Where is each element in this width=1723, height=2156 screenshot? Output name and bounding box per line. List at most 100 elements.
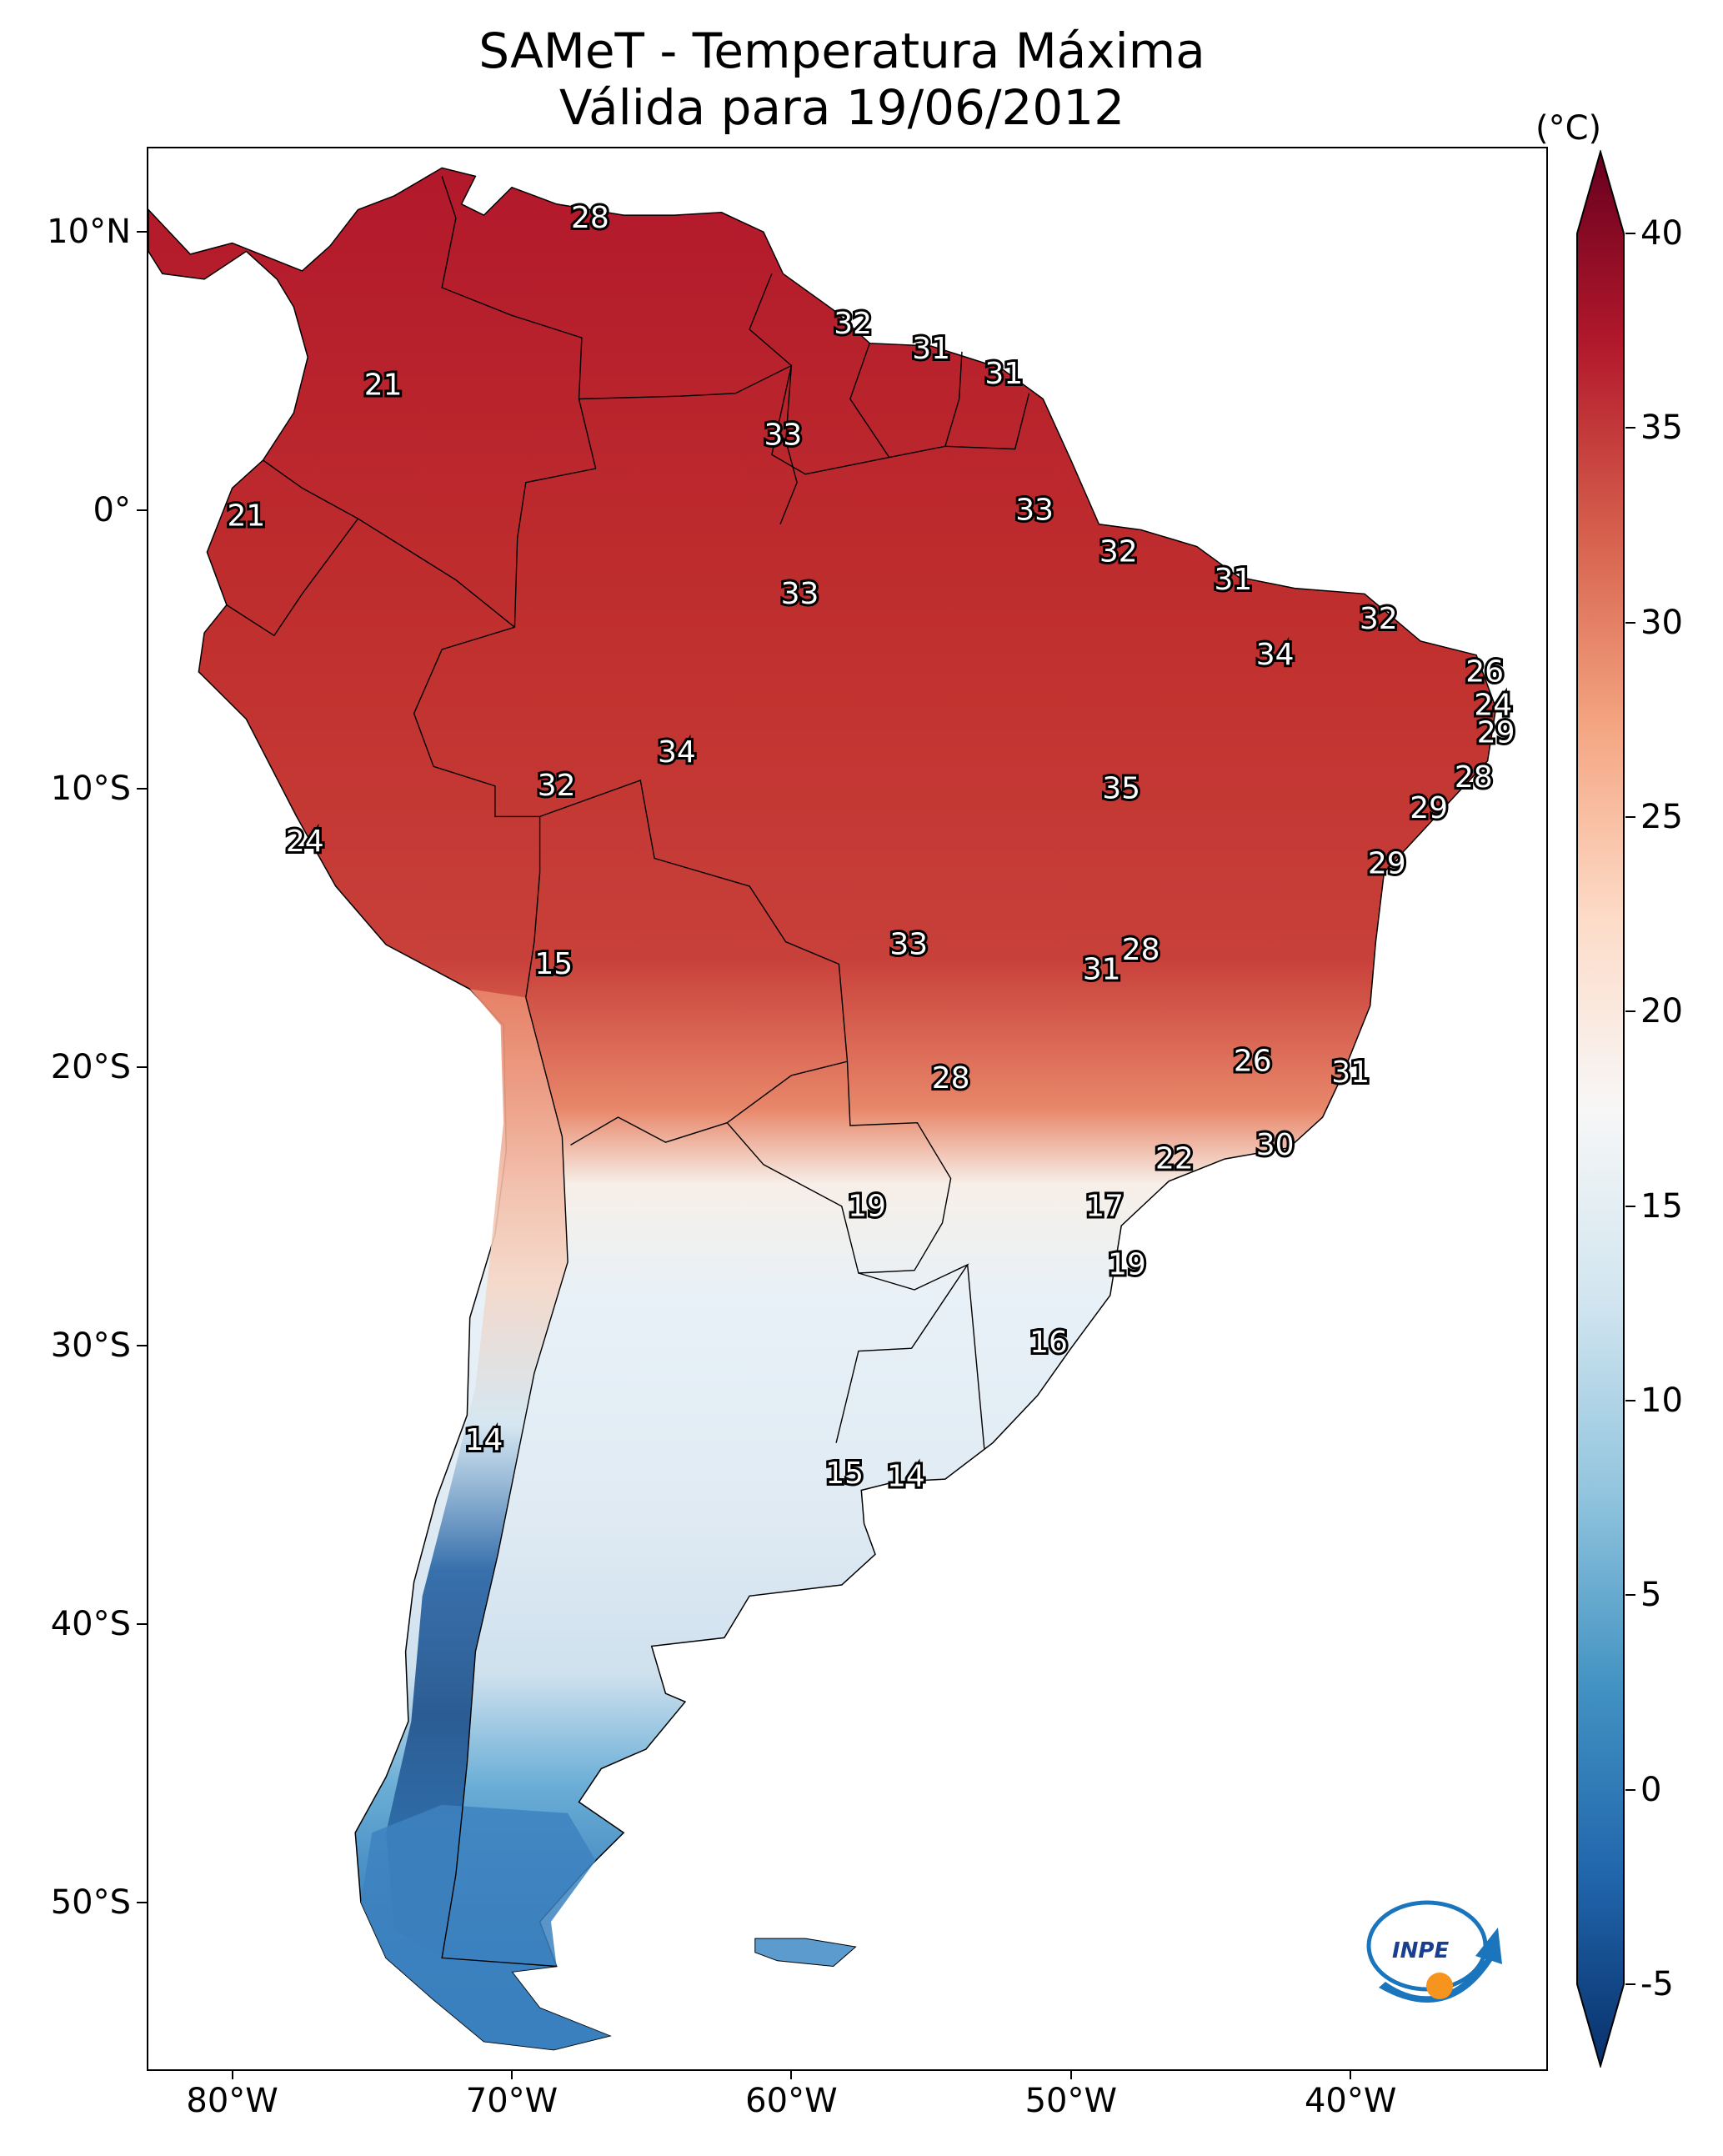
contour-label: 19 [1108,1248,1146,1282]
colorbar-tick-label: -5 [1640,1965,1674,2003]
lon-tick-mark [511,2069,513,2079]
lat-tick-mark [137,1065,147,1068]
contour-label: 31 [1331,1055,1370,1090]
colorbar-tick-mark [1625,427,1635,429]
country-border-11 [849,343,890,458]
lat-tick-mark [137,1901,147,1903]
colorbar-tick-mark [1625,1010,1635,1013]
colorbar-tick-label: 30 [1640,603,1683,642]
country-border-12 [944,351,963,447]
country-border-0 [441,176,597,628]
contour-label: 32 [1099,535,1138,569]
contour-label: 29 [1477,716,1515,750]
falkland-islands [754,1938,857,1968]
colorbar-tick-mark [1625,1205,1635,1207]
country-border-6 [726,1061,952,1274]
contour-label: 19 [848,1189,886,1223]
colorbar-tick-mark [1625,1594,1635,1597]
contour-label: 15 [534,947,573,981]
contour-label: 22 [1155,1142,1194,1176]
lon-tick-mark [790,2069,793,2079]
contour-label: 34 [1256,638,1295,672]
colorbar-tick-label: 10 [1640,1381,1683,1420]
contour-label: 34 [658,735,696,770]
colorbar-tick-mark [1625,621,1635,624]
country-border-1 [263,459,515,628]
contour-label: 21 [227,499,265,533]
contour-label: 15 [825,1457,864,1491]
lon-tick-label: 70°W [465,2082,558,2120]
colorbar-tick-label: 0 [1640,1770,1662,1809]
south-america-landmass [148,167,1497,2051]
contour-label: 17 [1085,1189,1124,1223]
country-border-2 [226,518,359,637]
contour-label: 29 [1368,847,1406,881]
contour-label: 14 [887,1459,925,1493]
contour-label: 29 [1410,791,1448,825]
lon-tick-label: 40°W [1304,2082,1397,2120]
logo-text: INPE [1392,1938,1449,1963]
andes-region [386,989,568,1958]
contour-label: 33 [781,577,819,611]
inpe-logo: INPE [1366,1900,1502,2003]
contour-label: 24 [286,825,324,859]
colorbar-tick-mark [1625,233,1635,234]
lat-tick-label: 40°S [50,1604,131,1643]
colorbar-tick-mark [1625,1400,1635,1401]
lon-tick-label: 50°W [1024,2082,1118,2120]
contour-label: 33 [889,928,928,962]
colorbar-tick-label: 25 [1640,798,1683,836]
colorbar-tick-label: 15 [1640,1186,1683,1226]
contour-label: 21 [364,368,403,402]
colorbar-tick-label: 40 [1640,214,1683,253]
colorbar-tick-mark [1625,1788,1635,1791]
lat-tick-mark [137,509,147,512]
country-border-10 [749,273,792,367]
map-panel[interactable]: 28 21 32 31 31 33 21 33 32 33 31 32 34 26 24 29 34 28 32 35… [147,147,1548,2071]
contour-label: 32 [538,769,576,803]
lat-tick-mark [137,1622,147,1625]
colorbar-tick-mark [1625,816,1635,818]
lon-tick-label: 60°W [745,2082,838,2120]
lon-tick-label: 80°W [186,2082,278,2120]
contour-label: 28 [932,1061,970,1096]
lon-tick-mark [1350,2069,1352,2079]
contour-label: 31 [984,357,1023,391]
lat-tick-mark [137,788,147,790]
lon-tick-mark [231,2069,233,2079]
lat-tick-label: 10°S [50,770,131,808]
contour-label: 28 [1455,760,1493,795]
colorbar-tick-mark [1625,1983,1635,1985]
continent-land [148,167,1497,2051]
contour-label: 33 [1015,494,1054,528]
contour-label: 16 [1029,1326,1068,1360]
colorbar-unit: (°C) [1535,109,1602,148]
country-border-8 [967,1264,985,1449]
contour-label: 30 [1256,1128,1295,1162]
colorbar-gradient [1576,150,1625,2068]
lat-tick-label: 50°S [50,1883,131,1922]
contour-label: 32 [1360,602,1398,636]
lat-tick-label: 20°S [50,1047,131,1086]
contour-label: 28 [1122,933,1160,967]
chart-title-line2: Válida para 19/06/2012 [558,79,1125,136]
lat-tick-label: 30°S [50,1326,131,1365]
colorbar-tick-label: 5 [1640,1576,1662,1615]
country-border-5 [539,780,849,1146]
country-border-13 [779,365,798,525]
country-border-3 [413,626,541,998]
contour-label: 26 [1465,654,1504,689]
contour-label: 28 [571,201,609,235]
contour-label: 31 [912,332,950,366]
patagonia-region [360,1804,610,2050]
contour-label: 32 [834,307,872,341]
chart-title-line1: SAMeT - Temperatura Máxima [478,23,1205,79]
lat-tick-mark [137,1344,147,1346]
country-borders [226,176,1030,1968]
lat-tick-mark [137,231,147,233]
contour-label: 24 [1474,688,1512,722]
colorbar-tick-label: 20 [1640,992,1683,1031]
contour-label: 31 [1083,953,1121,987]
